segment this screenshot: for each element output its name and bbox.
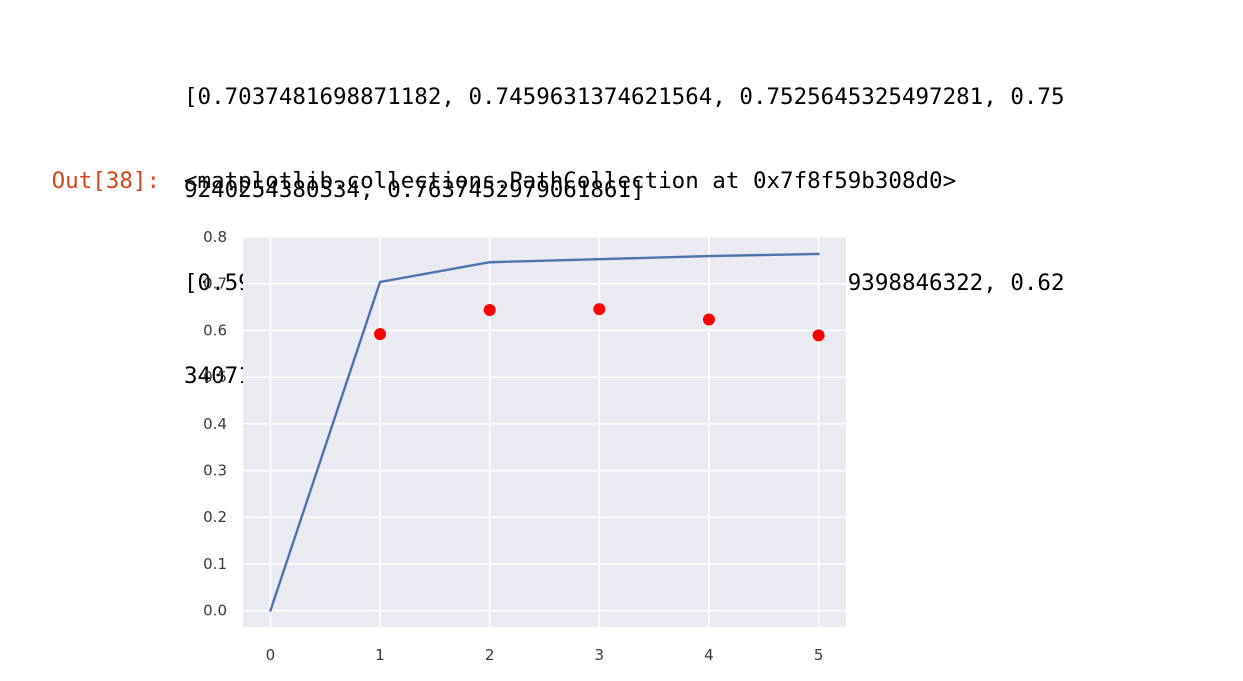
y-tick-label: 0.2 (203, 508, 227, 526)
scatter-point (702, 313, 715, 326)
x-tick-label: 2 (485, 646, 495, 664)
line-scatter-chart: 0.0 0.1 0.2 0.3 0.4 0.5 0.6 0.7 0.8 0 1 2 3 4 5 (203, 228, 846, 664)
x-tick-label: 1 (375, 646, 385, 664)
stdout-line: [0.7037481698871182, 0.7459631374621564,… (184, 84, 1065, 110)
stdout-line: 9240254380334, 0.7637452979061861] (184, 177, 645, 203)
chart-container: 0.0 0.1 0.2 0.3 0.4 0.5 0.6 0.7 0.8 0 1 2 3 4 5 (170, 220, 870, 675)
y-tick-label: 0.1 (203, 555, 227, 573)
plot-background (243, 237, 846, 627)
output-prompt: Out[38]: (51, 168, 160, 194)
y-tick-label: 0.8 (203, 228, 227, 246)
series-line (269, 252, 820, 612)
y-tick-label: 0.5 (203, 368, 227, 386)
x-tick-label: 4 (704, 646, 714, 664)
scatter-point (593, 303, 606, 316)
scatter-point (483, 304, 496, 317)
scatter-point (374, 328, 387, 341)
output-repr-text: <matplotlib.collections.PathCollection a… (184, 168, 957, 194)
x-tick-label: 0 (266, 646, 276, 664)
y-tick-label: 0.7 (203, 275, 227, 293)
y-tick-label: 0.3 (203, 462, 227, 480)
x-tick-label: 5 (814, 646, 824, 664)
scatter-point (812, 329, 825, 342)
series-layer (269, 252, 825, 612)
x-tick-label: 3 (595, 646, 605, 664)
output-row: Out[38]: <matplotlib.collections.PathCol… (0, 165, 1243, 197)
y-tick-labels: 0.0 0.1 0.2 0.3 0.4 0.5 0.6 0.7 0.8 (203, 228, 227, 620)
x-tick-labels: 0 1 2 3 4 5 (266, 646, 824, 664)
y-tick-label: 0.0 (203, 602, 227, 620)
y-tick-label: 0.6 (203, 321, 227, 339)
gridlines (243, 236, 846, 627)
y-tick-label: 0.4 (203, 415, 227, 433)
